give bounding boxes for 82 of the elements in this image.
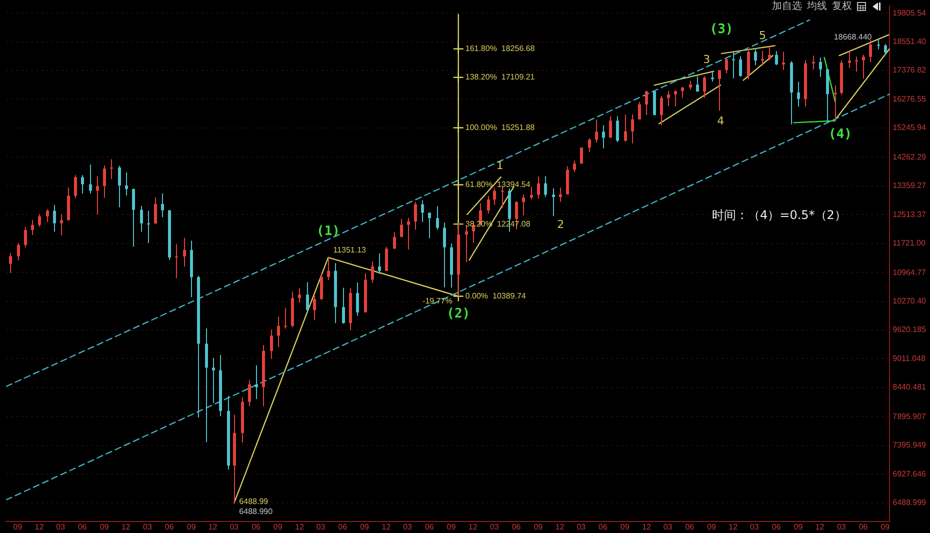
x-tick-label: 12 xyxy=(382,522,392,532)
annotation: 复权 xyxy=(832,0,852,13)
x-tick-label: 03 xyxy=(316,522,326,532)
y-tick-label: 12513.37 xyxy=(892,210,927,219)
y-tick-label: 7395.949 xyxy=(892,440,927,450)
x-tick-label: 12 xyxy=(121,522,131,532)
x-tick-label: 06 xyxy=(164,522,174,532)
annotation: (1) xyxy=(316,224,340,239)
x-tick-label: 06 xyxy=(252,522,262,532)
annotation: 1 xyxy=(496,158,504,172)
x-tick-label: 06 xyxy=(424,522,434,532)
y-tick-label: 14262.29 xyxy=(892,152,927,162)
annotation: 6488.99 xyxy=(239,497,269,506)
x-tick-label: 09 xyxy=(707,522,717,532)
y-tick-label: 17376.82 xyxy=(892,66,927,75)
x-tick-label: 09 xyxy=(620,522,630,532)
x-tick-label: 09 xyxy=(100,522,110,532)
y-tick-label: 9620.185 xyxy=(892,325,927,334)
y-tick-label: 13359.27 xyxy=(892,181,927,190)
annotation: 加自选 xyxy=(772,0,802,13)
x-tick-label: 09 xyxy=(534,522,544,532)
annotation: (2) xyxy=(446,306,470,322)
x-tick-label: 03 xyxy=(663,522,673,532)
x-tick-label: 09 xyxy=(794,522,804,532)
x-tick-label: 06 xyxy=(78,522,88,532)
y-tick-label: 9011.048 xyxy=(892,354,926,363)
y-tick-label: 15245.94 xyxy=(892,123,927,132)
x-tick-label: 06 xyxy=(858,522,868,532)
x-tick-label: 06 xyxy=(338,522,348,532)
y-tick-label: 8440.481 xyxy=(892,382,927,392)
annotation: (4) xyxy=(828,127,852,142)
x-tick-label: 09 xyxy=(446,522,456,532)
x-tick-label: 12 xyxy=(295,522,304,532)
x-tick-label: 09 xyxy=(13,522,23,532)
x-tick-label: 09 xyxy=(186,522,196,532)
annotation: 161.80% 18256.68 xyxy=(465,44,536,54)
y-tick-label: 18551.40 xyxy=(892,37,927,46)
x-tick-label: 03 xyxy=(143,522,152,532)
x-tick-label: 12 xyxy=(34,522,44,532)
annotation: 18668.440 xyxy=(834,32,872,42)
y-tick-label: 10964.77 xyxy=(892,268,927,277)
annotation: 100.00% 15251.88 xyxy=(465,122,536,132)
y-tick-label: 19805.54 xyxy=(892,8,927,18)
x-tick-label: 09 xyxy=(273,522,283,532)
x-tick-label: 06 xyxy=(685,522,695,532)
x-tick-label: 06 xyxy=(598,522,608,532)
x-tick-label: 09 xyxy=(880,522,890,532)
annotation: 均线 xyxy=(807,0,827,13)
annotation: 61.80% 13394.54 xyxy=(465,180,531,189)
annotation: 4 xyxy=(717,114,724,128)
annotation: -19.77% xyxy=(422,296,452,306)
y-tick-label: 11721.00 xyxy=(892,238,926,248)
x-tick-label: 03 xyxy=(750,522,760,532)
x-tick-label: 12 xyxy=(208,522,218,532)
x-tick-label: 03 xyxy=(230,522,240,532)
annotation: 3 xyxy=(703,53,710,66)
x-tick-label: 03 xyxy=(836,522,846,532)
x-tick-label: 06 xyxy=(512,522,522,532)
x-tick-label: 12 xyxy=(728,522,738,532)
annotation: 6488.990 xyxy=(239,507,274,516)
x-tick-label: 06 xyxy=(772,522,782,532)
x-tick-label: 12 xyxy=(468,522,478,532)
y-tick-label: 6488.999 xyxy=(892,498,927,508)
annotation: 138.20% 17109.21 xyxy=(465,72,536,82)
x-tick-label: 12 xyxy=(555,522,565,532)
y-tick-label: 10270.40 xyxy=(892,296,927,306)
y-tick-label: 7895.907 xyxy=(892,412,927,421)
y-tick-label: 16276.55 xyxy=(892,94,927,104)
x-tick-label: 09 xyxy=(360,522,370,532)
annotation: 2 xyxy=(557,218,564,231)
x-tick-label: 12 xyxy=(642,522,652,532)
annotation: 5 xyxy=(759,28,766,42)
x-tick-label: 03 xyxy=(56,522,66,532)
x-tick-label: 03 xyxy=(403,522,413,532)
x-tick-label: 12 xyxy=(815,522,825,532)
annotation: (3) xyxy=(710,22,734,37)
y-tick-label: 6927.646 xyxy=(892,469,927,478)
annotation: 11351.13 xyxy=(333,246,367,255)
annotation: 时间：（4）=0.5*（2） xyxy=(712,207,846,224)
annotation: 0.00% 10389.74 xyxy=(465,291,526,300)
x-tick-label: 03 xyxy=(576,522,586,532)
x-tick-label: 03 xyxy=(490,522,500,532)
